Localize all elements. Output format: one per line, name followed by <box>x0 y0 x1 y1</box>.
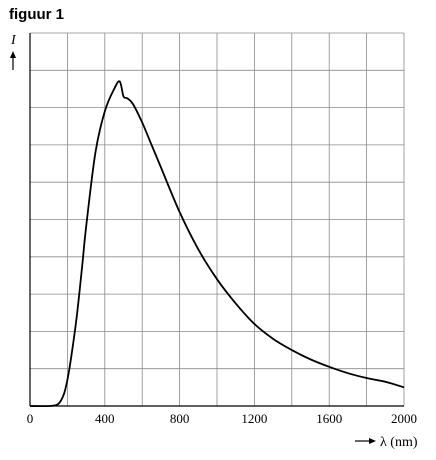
x-tick-label: 400 <box>95 411 115 426</box>
x-axis-arrow-icon <box>355 438 376 444</box>
series-layer <box>29 80 405 408</box>
y-axis-arrow-icon <box>10 51 16 70</box>
x-tick-labels: 0 400 800 1200 1600 2000 <box>27 411 417 426</box>
x-tick-label: 2000 <box>391 411 417 426</box>
y-axis-label: I <box>10 33 17 48</box>
figure-title: figuur 1 <box>9 6 64 23</box>
x-tick-label: 1200 <box>241 411 267 426</box>
x-axis-label: λ (nm) <box>380 435 418 450</box>
grid <box>30 32 405 406</box>
x-tick-label: 1600 <box>316 411 342 426</box>
intensity-curve <box>29 80 405 408</box>
x-tick-label: 800 <box>170 411 190 426</box>
axes <box>29 33 404 407</box>
x-tick-label: 0 <box>27 411 34 426</box>
